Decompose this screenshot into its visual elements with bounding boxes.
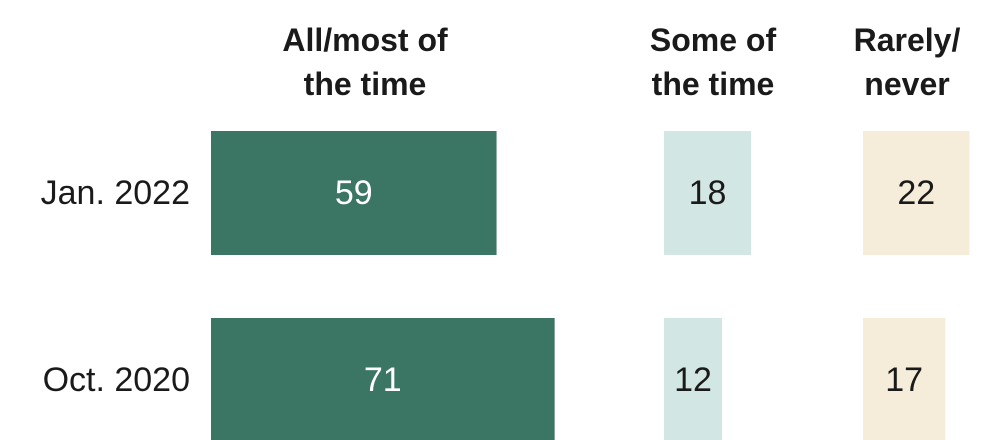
column-header-all-most-of-the-time-line-1: All/most of xyxy=(282,22,448,58)
bar-some-of-the-time-oct-2020 xyxy=(664,318,723,440)
column-header-rarely-never-line-2: never xyxy=(864,66,949,102)
bar-label-some-of-the-time-oct-2020: 12 xyxy=(674,361,712,399)
bar-rarely-never-oct-2020 xyxy=(863,318,946,440)
bar-some-of-the-time-jan-2022 xyxy=(664,131,752,255)
row-labels: Jan. 2022 Oct. 2020 xyxy=(41,174,190,399)
column-header-all-most-of-the-time-line-2: the time xyxy=(304,66,427,102)
bar-label-some-of-the-time-jan-2022: 18 xyxy=(689,174,727,212)
bar-label-rarely-never-jan-2022: 22 xyxy=(897,174,935,212)
row-label-jan-2022: Jan. 2022 xyxy=(41,174,190,212)
column-header-some-of-the-time-line-2: the time xyxy=(652,66,775,102)
bar-label-all-most-of-the-time-oct-2020: 71 xyxy=(364,361,402,399)
bar-label-rarely-never-oct-2020: 17 xyxy=(885,361,923,399)
column-header-rarely-never-line-1: Rarely/ xyxy=(854,22,961,58)
column-header-some-of-the-time-line-1: Some of xyxy=(650,22,777,58)
column-headers: All/most of the time Some of the time Rarely… xyxy=(282,22,960,102)
bar-rarely-never-jan-2022 xyxy=(863,131,970,255)
bar-all-most-of-the-time-oct-2020 xyxy=(211,318,555,440)
bar-labels: 59 71 18 12 22 17 xyxy=(335,174,935,399)
bar-all-most-of-the-time-jan-2022 xyxy=(211,131,497,255)
bars xyxy=(211,131,970,440)
bar-label-all-most-of-the-time-jan-2022: 59 xyxy=(335,174,373,212)
row-label-oct-2020: Oct. 2020 xyxy=(43,361,190,399)
